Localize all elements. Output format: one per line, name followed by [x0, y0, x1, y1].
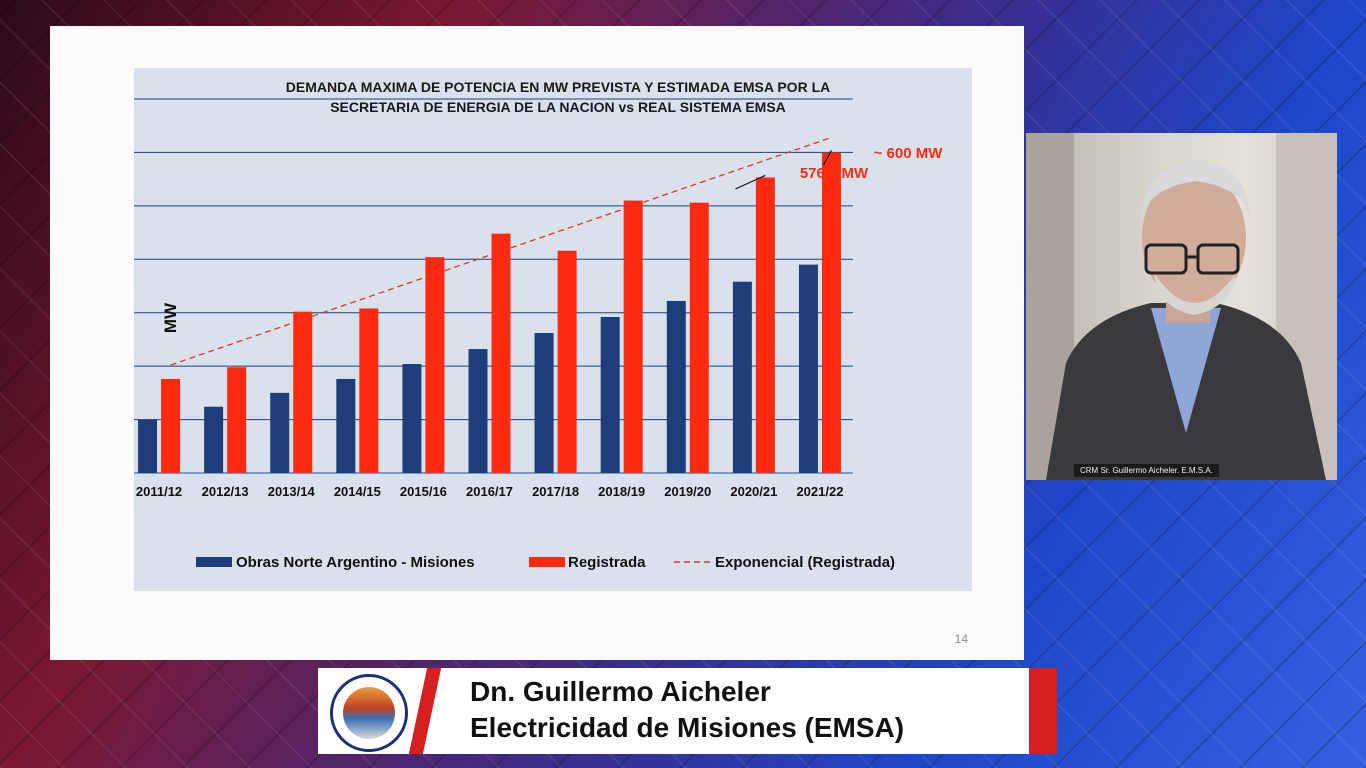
bar-obras-norte [270, 392, 290, 473]
x-tick-label: 2015/16 [400, 484, 447, 499]
x-tick-label: 2018/19 [598, 484, 645, 499]
chamber-logo-icon [330, 674, 408, 752]
slide-number: 14 [954, 632, 968, 646]
bar-registrada [425, 257, 445, 473]
banner-accent [408, 668, 442, 754]
annotation-leader [822, 150, 832, 166]
bar-registrada [359, 308, 379, 473]
video-caption: CRM Sr. Guillermo Aicheler. E.M.S.A. [1074, 464, 1219, 477]
bar-registrada [293, 311, 313, 473]
bar-registrada [689, 202, 709, 473]
x-tick-label: 2020/21 [730, 484, 777, 499]
chart-panel: DEMANDA MAXIMA DE POTENCIA EN MW PREVIST… [134, 68, 972, 591]
speaker-name: Dn. Guillermo Aicheler [470, 676, 771, 707]
legend-swatch-registrada [529, 557, 565, 567]
x-tick-label: 2021/22 [796, 484, 843, 499]
speaker-organization: Electricidad de Misiones (EMSA) [470, 712, 905, 743]
bar-registrada [161, 378, 181, 473]
x-tick-label: 2019/20 [664, 484, 711, 499]
bar-obras-norte [402, 364, 422, 473]
bar-obras-norte [204, 406, 224, 473]
x-tick-label: 2011/12 [136, 484, 182, 499]
presentation-slide: DEMANDA MAXIMA DE POTENCIA EN MW PREVIST… [50, 26, 1024, 660]
x-tick-label: 2016/17 [466, 484, 513, 499]
bar-obras-norte [336, 378, 356, 473]
annotation-label: ~ 600 MW [874, 145, 944, 162]
y-axis-label: MW [161, 302, 180, 333]
x-tick-label: 2012/13 [202, 484, 249, 499]
annotation-leader [735, 174, 766, 190]
trend-line [170, 136, 832, 366]
legend-label-obras-norte: Obras Norte Argentino - Misiones [236, 554, 475, 571]
bar-obras-norte [468, 349, 488, 473]
bar-registrada [821, 152, 841, 473]
bar-registrada [623, 200, 643, 473]
bar-registrada [491, 233, 511, 473]
banner-accent-right [1029, 668, 1057, 754]
x-tick-label: 2017/18 [532, 484, 579, 499]
chart: DEMANDA MAXIMA DE POTENCIA EN MW PREVIST… [134, 79, 944, 571]
x-tick-label: 2014/15 [334, 484, 381, 499]
bar-registrada [755, 177, 775, 473]
speaker-figure [1026, 133, 1337, 480]
bar-obras-norte [534, 333, 554, 473]
legend-label-registrada: Registrada [568, 554, 646, 571]
annotation-label: 576,6 MW [800, 165, 869, 182]
chart-title-line-2: SECRETARIA DE ENERGIA DE LA NACION vs RE… [330, 99, 786, 115]
bar-obras-norte [138, 419, 158, 473]
lower-third-banner: Dn. Guillermo Aicheler Electricidad de M… [318, 668, 1057, 754]
bar-registrada [227, 367, 247, 473]
legend-label-trend: Exponencial (Registrada) [715, 554, 895, 571]
bar-obras-norte [666, 300, 686, 473]
chart-title-line-1: DEMANDA MAXIMA DE POTENCIA EN MW PREVIST… [286, 79, 830, 95]
bar-registrada [557, 250, 577, 473]
speaker-video [1026, 133, 1337, 480]
legend-swatch-obras-norte [196, 557, 232, 567]
bar-obras-norte [732, 281, 752, 473]
bar-obras-norte [600, 316, 620, 473]
bar-obras-norte [798, 264, 818, 473]
x-tick-label: 2013/14 [268, 484, 316, 499]
